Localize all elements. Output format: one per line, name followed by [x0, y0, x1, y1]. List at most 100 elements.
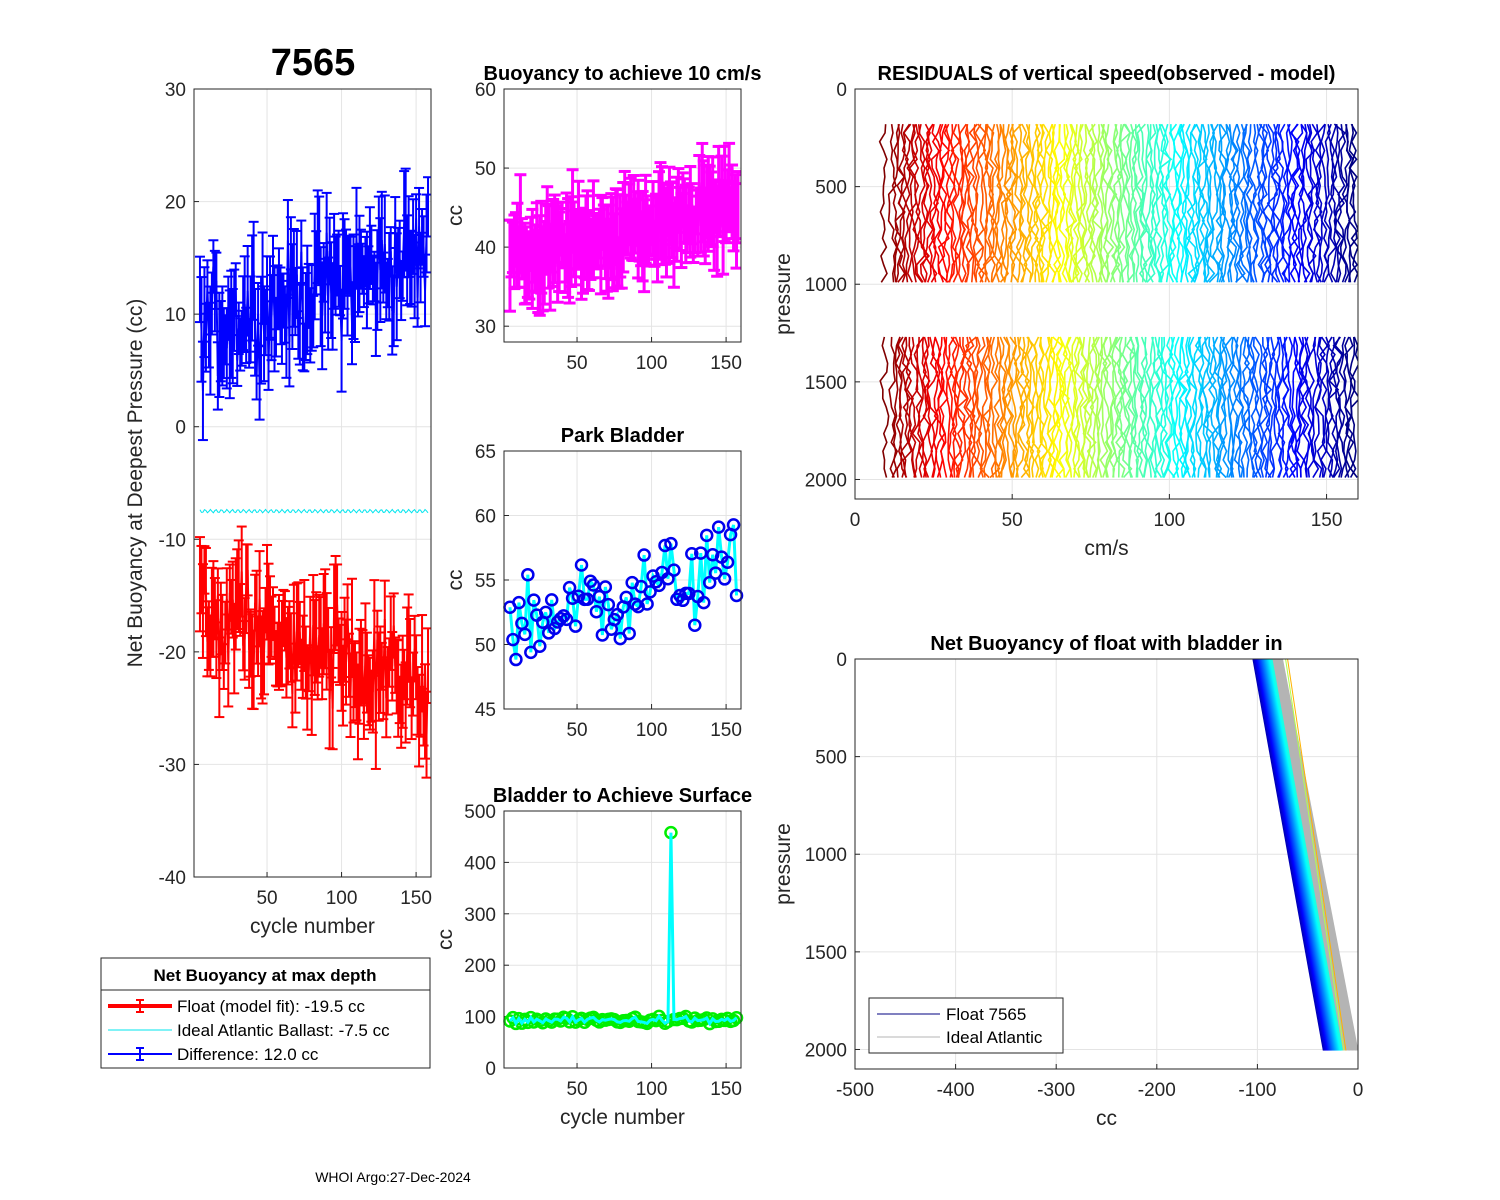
residual-profile	[1315, 123, 1326, 283]
surface-series	[503, 825, 744, 1031]
residual-profile	[1127, 336, 1136, 478]
profile-series	[1252, 658, 1359, 1051]
net_buoyancy-ytick-label: -30	[159, 755, 186, 776]
residual-profile	[888, 336, 899, 478]
float-profile	[1285, 658, 1345, 1051]
residual-profile	[1237, 336, 1245, 478]
park-marker	[527, 593, 541, 607]
net_buoyancy-ytick-label: -10	[159, 530, 186, 551]
residual-profile	[1005, 123, 1020, 283]
residual-profile	[1013, 336, 1024, 478]
residual-profile	[912, 124, 923, 283]
park-marker	[664, 536, 678, 551]
residual-profile	[1208, 336, 1219, 478]
residual-profile	[1068, 123, 1080, 283]
bladder_surface-ytick-label: 0	[485, 1059, 496, 1080]
residual-profile	[1294, 124, 1305, 283]
residual-profile	[1108, 336, 1118, 478]
float-profile	[1270, 658, 1343, 1051]
residual-profile	[975, 123, 987, 283]
net-buoyancy-legend: Net Buoyancy at max depth Float (model fi…	[100, 957, 431, 1069]
residual-profile	[921, 123, 931, 283]
residuals-xlabel: cm/s	[1084, 537, 1128, 560]
ideal-profile	[1276, 658, 1355, 1051]
residual-profile	[1149, 336, 1157, 478]
residual-profile	[1215, 124, 1225, 283]
residual-profile	[1106, 123, 1119, 283]
ideal-profile	[1273, 658, 1352, 1051]
residual-profile	[897, 336, 907, 478]
residual-profile	[1135, 123, 1146, 283]
park-marker	[533, 639, 547, 653]
residual-profile	[1220, 336, 1230, 478]
residual-profile	[998, 336, 1010, 478]
residual-profile	[971, 336, 979, 478]
residual-profile	[993, 124, 1003, 283]
residual-profile	[1290, 123, 1301, 283]
park_bladder-xtick-label: 50	[566, 720, 587, 741]
residual-profile	[926, 336, 939, 478]
residual-profile	[1102, 336, 1113, 478]
residual-profile	[1162, 123, 1174, 283]
residual-profile	[1208, 123, 1221, 283]
park-marker	[699, 528, 714, 543]
net_buoyancy_profile-xlabel: cc	[1096, 1107, 1117, 1130]
net_buoyancy_profile-ytick-label: 1000	[805, 845, 847, 866]
residual-profile	[1270, 123, 1281, 283]
residual-profile	[1224, 336, 1234, 478]
residual-profile	[896, 123, 906, 283]
park-marker	[601, 597, 616, 612]
bladder_surface-xtick-label: 100	[636, 1079, 668, 1100]
residual-profile	[1190, 123, 1201, 283]
residual-profile	[891, 336, 901, 478]
residuals-xtick-label: 150	[1311, 510, 1343, 531]
residual-profile	[1117, 336, 1127, 478]
residual-profile	[931, 123, 945, 283]
residual-profile	[918, 123, 930, 283]
park_bladder-ytick-label: 65	[475, 442, 496, 463]
residual-profile	[900, 336, 910, 478]
residual-profile	[887, 124, 898, 283]
park-marker	[717, 572, 732, 586]
park_bladder-ytick-label: 45	[475, 700, 496, 721]
residual-profile	[1175, 123, 1185, 283]
residual-profile	[1172, 123, 1183, 283]
park-marker	[598, 580, 613, 594]
park-marker	[580, 592, 595, 607]
residual-profile	[1336, 124, 1350, 283]
residual-profile	[1000, 124, 1013, 283]
residual-profile	[1220, 124, 1231, 283]
residuals-xtick-label: 100	[1154, 510, 1186, 531]
park-marker	[711, 520, 726, 534]
park_bladder-ylabel: cc	[444, 570, 467, 591]
park-marker	[506, 632, 520, 647]
park-marker	[544, 593, 559, 607]
park-marker	[568, 619, 583, 633]
residual-profile	[1072, 124, 1082, 283]
net_buoyancy-ytick-label: 0	[175, 418, 186, 439]
residual-profile	[1088, 124, 1099, 283]
residual-profile	[891, 123, 901, 283]
residual-profile	[1251, 336, 1263, 478]
park_bladder-axes: 50 100 150 45 50 55 60 65 Park Bladder cc	[444, 425, 744, 741]
series-line	[198, 206, 430, 391]
residual-profile	[950, 123, 962, 283]
residual-profile	[1141, 124, 1153, 283]
residual-profile	[902, 123, 912, 283]
residual-profile	[1214, 336, 1223, 478]
residual-profile	[1279, 123, 1289, 283]
bladder_surface-xtick-label: 50	[566, 1079, 587, 1100]
residual-profile	[1267, 336, 1277, 478]
residuals-xtick-label: 0	[850, 510, 861, 531]
residual-profile	[924, 123, 934, 283]
park_bladder-xtick-label: 100	[636, 720, 668, 741]
residual-profile	[1260, 123, 1272, 283]
residual-profile	[1006, 336, 1018, 478]
residual-profile	[986, 336, 997, 478]
residual-profile	[879, 336, 890, 478]
legend-entry-0: Float (model fit): -19.5 cc	[177, 997, 366, 1016]
residual-profile	[1259, 336, 1269, 478]
residual-profile	[1151, 123, 1163, 283]
